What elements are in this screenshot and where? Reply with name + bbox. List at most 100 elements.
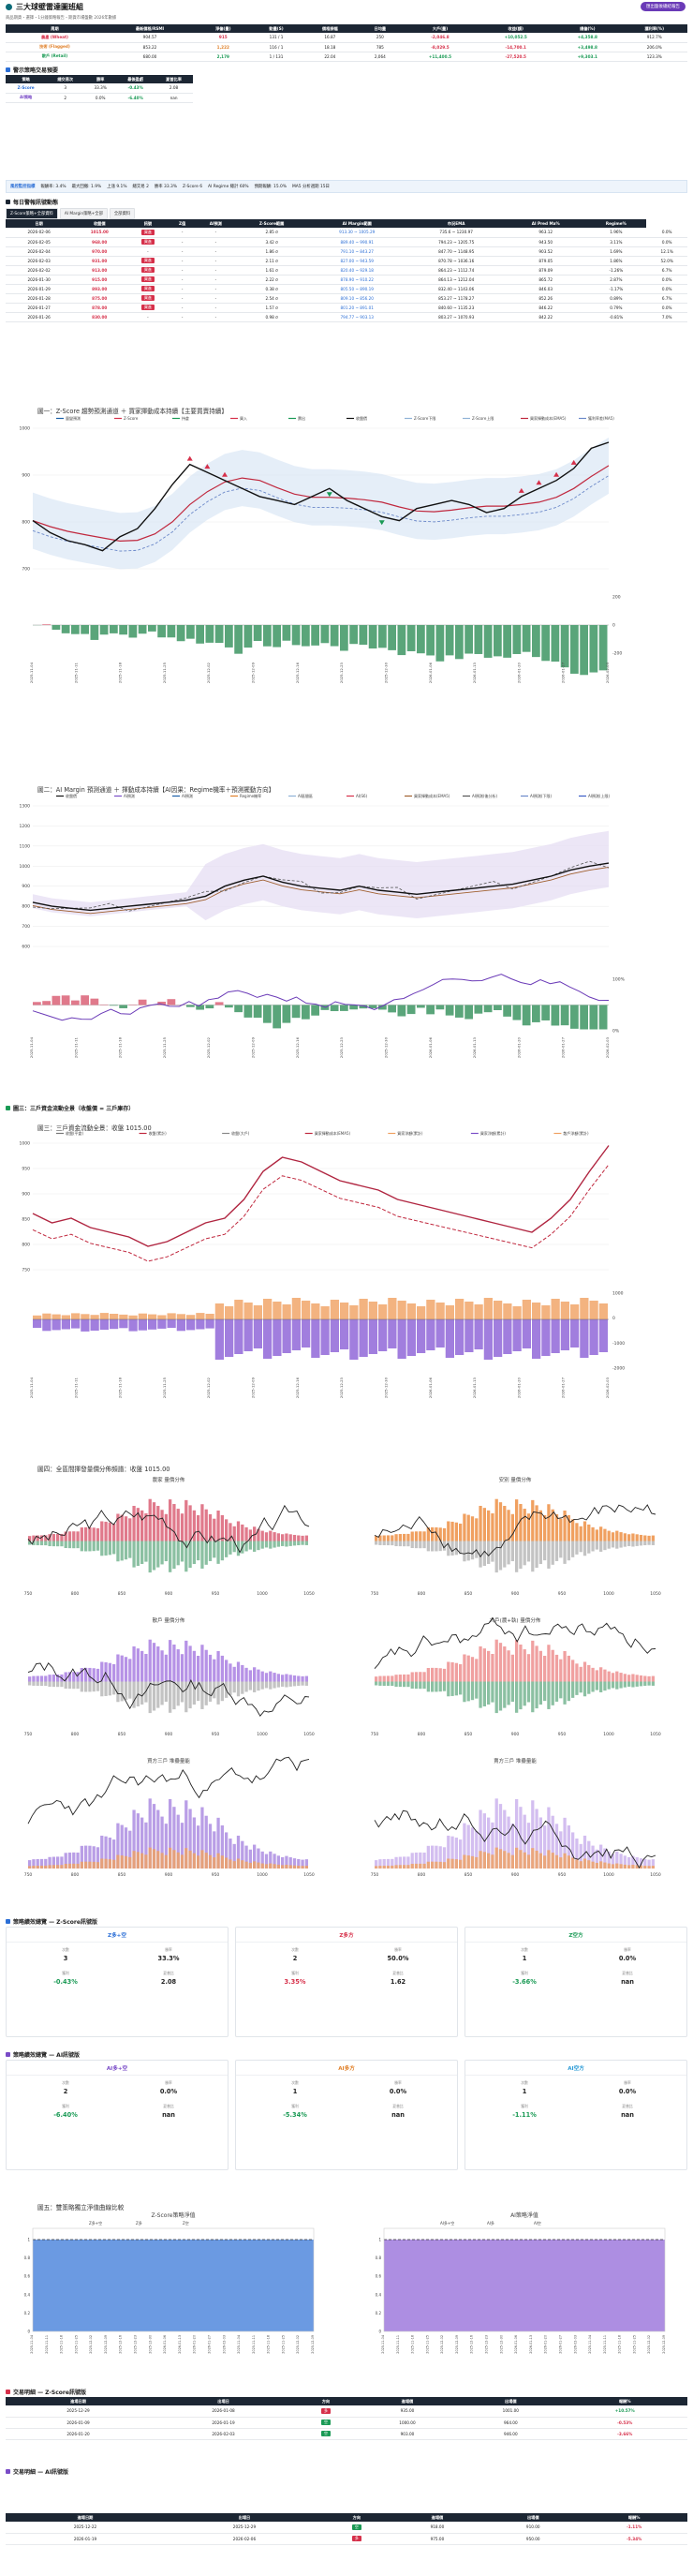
- y-tick-label: 700: [22, 567, 30, 573]
- export-report-button[interactable]: 匯出盤後總結報告: [641, 2, 686, 11]
- vol-bar: [241, 1524, 244, 1541]
- table-cell: -: [169, 303, 196, 313]
- table-cell: 買進: [126, 275, 170, 285]
- vol-bar: [475, 1681, 479, 1699]
- vol-bar: [64, 1672, 67, 1682]
- stack-bar: [216, 1817, 220, 1869]
- vol-bar: [494, 1681, 498, 1714]
- table-cell: 2.22 σ: [235, 275, 308, 285]
- stack-bar: [225, 1857, 229, 1869]
- strategy-card: AI空方 次數 1 勝率 0.0% 獲利 -1.11% 夏普比 nan: [464, 2060, 687, 2170]
- stack-bar: [442, 1862, 447, 1869]
- ema-line: [32, 866, 610, 915]
- legend-label: 收盤(平倉): [66, 1130, 84, 1136]
- table-row[interactable]: 2026-01-30 915.00 買進 - -2.22 σ 878.90 ~ 910.2…: [6, 275, 687, 285]
- table-row[interactable]: 2025-12-22 2025-12-29 空 918.00 910.00 -1.11%: [6, 2522, 687, 2534]
- vol-bar: [414, 1681, 419, 1690]
- table-cell: 791.10 ~ 843.27: [307, 246, 407, 257]
- close-line: [32, 1145, 610, 1247]
- table-row[interactable]: 2026-01-20 2026-02-03 空 903.00 946.00 -3.66%: [6, 2428, 687, 2440]
- x-tick-label: 900: [511, 1872, 520, 1878]
- vol-bar: [394, 1675, 398, 1682]
- sell-marker: [326, 492, 332, 498]
- vol-bar: [176, 1541, 180, 1566]
- inflow-bar: [532, 1303, 541, 1319]
- table-cell: 878.90 ~ 910.22: [307, 275, 407, 285]
- stack-bar: [104, 1836, 108, 1869]
- table-row[interactable]: Z-Score 3 33.3% -0.43% 2.08: [6, 83, 193, 94]
- vol-bar: [535, 1541, 538, 1569]
- stack-bar: [591, 1845, 595, 1869]
- vol-bar: [39, 1541, 44, 1546]
- col-header: Z-Score範圍: [235, 219, 308, 228]
- table-row[interactable]: 農產 (Wheat) 904.57 915 131 / 1 16.87 250 -2,046…: [6, 33, 687, 43]
- table-row[interactable]: 2025-12-29 2026-01-08 多 935.00 1001.00 +10.57…: [6, 2405, 687, 2418]
- table-cell: -: [169, 284, 196, 294]
- table-row[interactable]: AI策略 2 0.0% -6.40% nan: [6, 93, 193, 103]
- signal-tab[interactable]: AI Margin策略+全部: [59, 208, 108, 219]
- vol-bar: [236, 1661, 241, 1682]
- vol-bar: [232, 1681, 236, 1693]
- stack-bar: [479, 1851, 482, 1869]
- table-row[interactable]: 2026-01-28 875.00 買進 - -2.54 σ 809.10 ~ 856.2…: [6, 293, 687, 304]
- vol-bar: [260, 1671, 264, 1682]
- legend-label: AI(S6): [356, 794, 368, 798]
- table-cell: 840.60 ~ 1135.23: [406, 303, 507, 313]
- table-row[interactable]: 2026-02-04 970.00- - -1.86 σ 791.10 ~ 843.27…: [6, 246, 687, 257]
- x-tick-label: 950: [212, 1591, 220, 1597]
- vol-bar: [188, 1645, 192, 1682]
- vol-bar: [72, 1672, 76, 1682]
- vol-bar: [538, 1650, 542, 1682]
- table-row[interactable]: 2026-02-05 968.00 買進 - -3.42 σ 889.40 ~ 990.9…: [6, 237, 687, 247]
- signal-tab[interactable]: Z-Score策略+全部資料: [6, 208, 58, 219]
- vol-bar: [208, 1541, 213, 1561]
- y2-tick-label: -2000: [612, 1366, 625, 1372]
- table-cell: -: [126, 312, 170, 322]
- stack-bar: [140, 1817, 144, 1869]
- stack-bar: [128, 1830, 132, 1869]
- outflow-bar: [196, 1319, 205, 1330]
- inflow-bar: [580, 1298, 589, 1319]
- table-row[interactable]: 2026-01-27 878.00 買進 - -1.57 σ 801.20 ~ 891.0…: [6, 303, 687, 313]
- table-row[interactable]: 2026-02-06 1015.00 買進 - -2.85 σ 913.30 ~ 1005…: [6, 228, 687, 238]
- inflow-bar: [551, 1299, 560, 1319]
- table-row[interactable]: 2026-01-09 2026-01-19 空 1000.00 964.00 -0.53%: [6, 2417, 687, 2429]
- table-row[interactable]: 2026-02-03 931.00 買進 - -2.11 σ 827.00 ~ 943.5…: [6, 256, 687, 266]
- vol-bar: [164, 1541, 168, 1562]
- legend-label: AI區間區: [298, 793, 313, 798]
- inflow-bar: [397, 1301, 406, 1319]
- vol-bar: [482, 1508, 486, 1541]
- card-head: AI空方: [465, 2061, 686, 2076]
- y2-tick-label: -1000: [612, 1341, 625, 1347]
- vol-bar: [607, 1681, 611, 1690]
- vol-bar: [651, 1675, 655, 1682]
- stack-bar: [72, 1852, 76, 1869]
- table-row[interactable]: 2026-02-02 913.00 買進 - -1.61 σ 820.40 ~ 929.1…: [6, 265, 687, 275]
- vol-bar: [128, 1681, 132, 1699]
- table-row[interactable]: 2026-01-26 830.00- - -0.98 σ 794.77 ~ 903.13…: [6, 312, 687, 322]
- table-row[interactable]: 技術 (Flagged) 853.22 1,222 116 / 1 18.18 785 -8…: [6, 42, 687, 52]
- inflow-bar: [455, 1299, 464, 1319]
- regime-bar: [580, 1005, 588, 1030]
- signal-tab[interactable]: 全部資料: [109, 208, 136, 219]
- table-cell: 870.78 ~ 1036.16: [406, 256, 507, 266]
- legend-label: Z空: [183, 2220, 189, 2226]
- stack-bar: [619, 1864, 623, 1869]
- vol-bar: [285, 1541, 288, 1547]
- vol-bar: [128, 1518, 132, 1541]
- flow-bar: [61, 625, 70, 633]
- stack-bar: [184, 1800, 188, 1869]
- vol-bar: [382, 1681, 386, 1687]
- vol-bar: [257, 1681, 260, 1691]
- table-row[interactable]: 2026-01-19 2026-02-06 多 975.00 950.00 -5.34%: [6, 2533, 687, 2545]
- vol-bar: [140, 1650, 144, 1682]
- signal-badge: 買進: [140, 305, 155, 310]
- vol-bar: [623, 1681, 627, 1688]
- vol-bar: [120, 1681, 124, 1702]
- stack-bar: [507, 1816, 510, 1869]
- table-row[interactable]: 散戶 (Retail) 680.00 2,179 1 / 131 22.04 2,064 +…: [6, 52, 687, 62]
- table-row[interactable]: 2026-01-29 893.00 買進 - -0.38 σ 805.50 ~ 890.1…: [6, 284, 687, 294]
- flow-bar: [157, 625, 166, 638]
- stack-bar: [253, 1844, 257, 1869]
- stack-bar: [591, 1861, 595, 1869]
